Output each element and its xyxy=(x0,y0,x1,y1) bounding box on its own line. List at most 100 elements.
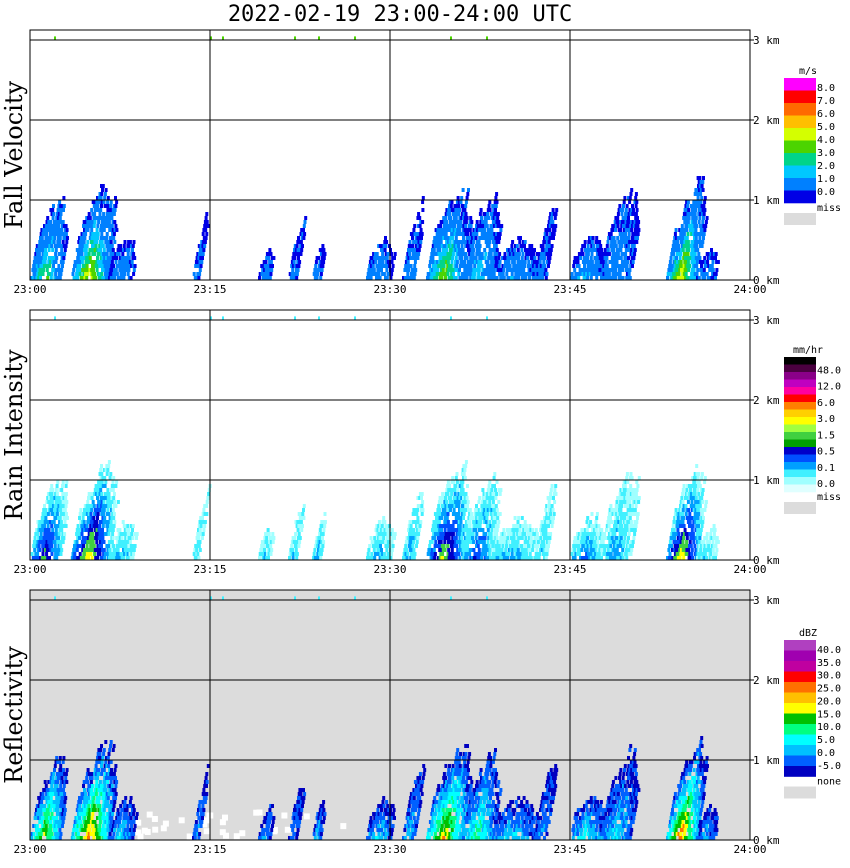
echo-cell xyxy=(112,236,116,240)
echo-cell xyxy=(98,240,102,244)
echo-cell xyxy=(110,208,113,212)
echo-cell xyxy=(517,556,521,560)
echo-cell xyxy=(490,216,494,220)
echo-cell xyxy=(476,264,480,268)
echo-cell xyxy=(464,544,468,548)
echo-cell xyxy=(693,536,696,540)
echo-cell xyxy=(624,268,628,272)
echo-cell xyxy=(481,220,485,224)
echo-cell xyxy=(595,544,599,548)
echo-cell xyxy=(39,816,42,820)
echo-cell xyxy=(460,516,464,520)
echo-cell xyxy=(468,540,472,544)
echo-cell xyxy=(61,252,65,256)
echo-cell xyxy=(79,508,83,512)
echo-cell xyxy=(494,264,498,268)
echo-cell xyxy=(100,252,104,256)
echo-cell xyxy=(47,240,51,244)
echo-cell xyxy=(488,480,492,484)
echo-cell xyxy=(403,556,407,560)
echo-cell xyxy=(131,528,134,532)
echo-cell xyxy=(101,188,104,192)
echo-cell xyxy=(686,544,690,548)
echo-cell xyxy=(418,232,422,236)
echo-cell xyxy=(51,268,55,272)
echo-cell xyxy=(457,520,461,524)
echo-cell xyxy=(494,216,498,220)
echo-cell xyxy=(608,528,612,532)
echo-cell xyxy=(99,248,103,252)
echo-cell xyxy=(605,276,609,280)
echo-cell xyxy=(685,236,689,240)
echo-cell xyxy=(535,536,539,540)
echo-cell xyxy=(517,276,521,280)
echo-cell xyxy=(588,264,592,268)
echo-cell xyxy=(38,820,42,824)
echo-cell xyxy=(440,256,444,260)
echo-cell xyxy=(318,528,322,532)
echo-cell xyxy=(114,224,118,228)
echo-cell xyxy=(113,268,116,272)
echo-cell xyxy=(617,220,621,224)
echo-cell xyxy=(532,540,536,544)
echo-cell xyxy=(710,556,714,560)
echo-cell xyxy=(686,264,690,268)
echo-cell xyxy=(102,512,106,516)
echo-cell xyxy=(297,264,301,268)
echo-cell xyxy=(59,212,63,216)
echo-cell xyxy=(679,512,683,516)
echo-cell xyxy=(475,520,479,524)
echo-cell xyxy=(446,552,450,556)
echo-cell xyxy=(492,508,496,512)
echo-cell xyxy=(525,540,529,544)
echo-cell xyxy=(197,528,200,532)
none-cell xyxy=(203,817,210,824)
echo-cell xyxy=(535,252,539,256)
echo-cell xyxy=(449,216,453,220)
echo-cell xyxy=(679,540,683,544)
echo-cell xyxy=(624,492,628,496)
echo-cell xyxy=(319,552,323,556)
echo-cell xyxy=(118,536,122,540)
echo-cell xyxy=(517,252,521,256)
echo-cell xyxy=(117,532,121,536)
echo-cell xyxy=(409,532,413,536)
echo-cell xyxy=(613,512,617,516)
echo-cell xyxy=(381,260,385,264)
echo-cell xyxy=(110,508,113,512)
echo-cell xyxy=(375,252,379,256)
echo-cell xyxy=(491,232,495,236)
echo-cell xyxy=(525,528,529,532)
echo-cell xyxy=(373,252,377,256)
echo-cell xyxy=(267,252,271,256)
echo-cell xyxy=(428,544,432,548)
echo-cell xyxy=(45,800,49,804)
legend-missing-swatch xyxy=(784,502,816,514)
echo-cell xyxy=(497,264,501,268)
echo-cell xyxy=(614,548,617,552)
echo-cell xyxy=(482,520,486,524)
echo-cell xyxy=(47,500,51,504)
echo-cell xyxy=(461,548,465,552)
echo-cell xyxy=(477,528,481,532)
echo-cell xyxy=(99,548,103,552)
echo-cell xyxy=(495,220,499,224)
echo-cell xyxy=(545,240,549,244)
echo-cell xyxy=(521,260,525,264)
echo-cell xyxy=(439,240,443,244)
echo-cell xyxy=(38,268,42,272)
echo-cell xyxy=(624,248,628,252)
echo-cell xyxy=(620,244,624,248)
echo-cell xyxy=(495,536,499,540)
echo-cell xyxy=(463,508,467,512)
echo-cell xyxy=(106,220,110,224)
echo-cell xyxy=(433,244,437,248)
echo-cell xyxy=(124,256,128,260)
echo-cell xyxy=(375,524,379,528)
echo-cell xyxy=(671,268,674,272)
echo-cell xyxy=(619,520,623,524)
echo-cell xyxy=(583,244,586,248)
echo-cell xyxy=(507,260,511,264)
echo-cell xyxy=(618,552,622,556)
echo-cell xyxy=(625,496,629,500)
